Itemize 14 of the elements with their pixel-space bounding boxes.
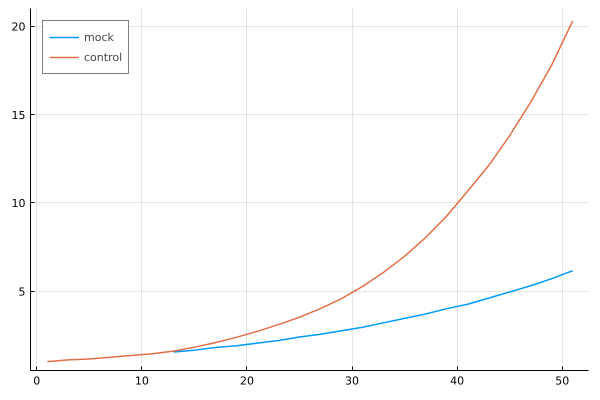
x-tick-label: 10: [134, 374, 149, 388]
x-tick-label: 40: [450, 374, 464, 388]
x-tick-label: 30: [345, 374, 360, 388]
y-tick-label: 10: [12, 197, 26, 210]
line-series: [46, 20, 574, 362]
legend-label: control: [84, 50, 122, 64]
y-tick-label: 5: [18, 286, 26, 299]
y-tick-label: 20: [12, 20, 26, 34]
legend-label: mock: [84, 30, 114, 44]
x-tick-label: 0: [33, 374, 40, 388]
y-tick-label: 15: [12, 108, 26, 122]
line-series: [172, 270, 574, 353]
x-tick-label: 50: [555, 374, 570, 388]
x-tick-label: 20: [240, 374, 254, 388]
